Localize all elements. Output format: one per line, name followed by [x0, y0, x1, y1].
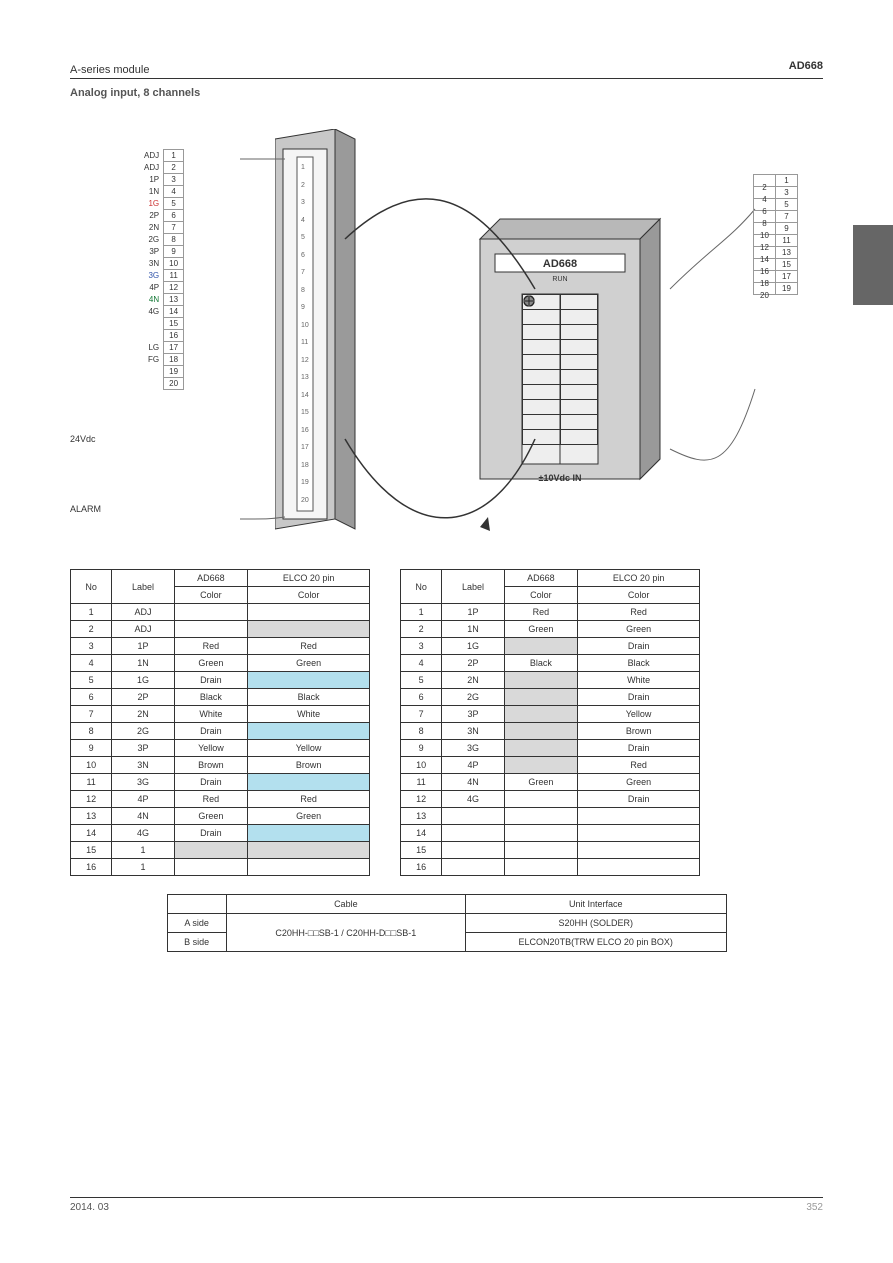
pin-list-right: 2143658710912111413161518172019: [753, 174, 798, 295]
right-device: AD668 RUN ±10Vdc IN: [460, 199, 680, 539]
table-b: NoLabelAD668ELCO 20 pinColorColor11PRedR…: [400, 569, 700, 876]
svg-text:RUN: RUN: [552, 276, 567, 283]
footer-date: 2014. 03: [70, 1202, 109, 1213]
footer: 2014. 03 352: [70, 1197, 823, 1213]
header-title: AD668: [789, 60, 823, 72]
header-series: A-series module: [70, 64, 149, 76]
diagram-area: ADJ1ADJ21P31N41G52P62N72G83P93N103G114P1…: [70, 119, 823, 559]
tables-row: NoLabelAD668ELCO 20 pinColorColor1ADJ2AD…: [70, 569, 823, 876]
label-alarm: ALARM: [70, 504, 101, 514]
left-extra-labels: 24Vdc ALARM: [70, 434, 101, 520]
header-subtitle: Analog input, 8 channels: [70, 87, 823, 99]
footer-page: 352: [806, 1202, 823, 1213]
pin-list-left: ADJ1ADJ21P31N41G52P62N72G83P93N103G114P1…: [140, 149, 184, 390]
svg-text:±10Vdc IN: ±10Vdc IN: [539, 473, 582, 483]
label-24vdc: 24Vdc: [70, 434, 101, 444]
header-line: A-series module AD668: [70, 60, 823, 79]
left-device: 12345678910 11121314151617181920: [275, 129, 340, 549]
table-a: NoLabelAD668ELCO 20 pinColorColor1ADJ2AD…: [70, 569, 370, 876]
side-tab: [853, 225, 893, 305]
device-label: AD668: [543, 258, 577, 270]
cable-table: CableUnit InterfaceA sideC20HH-□□SB-1 / …: [167, 894, 727, 952]
